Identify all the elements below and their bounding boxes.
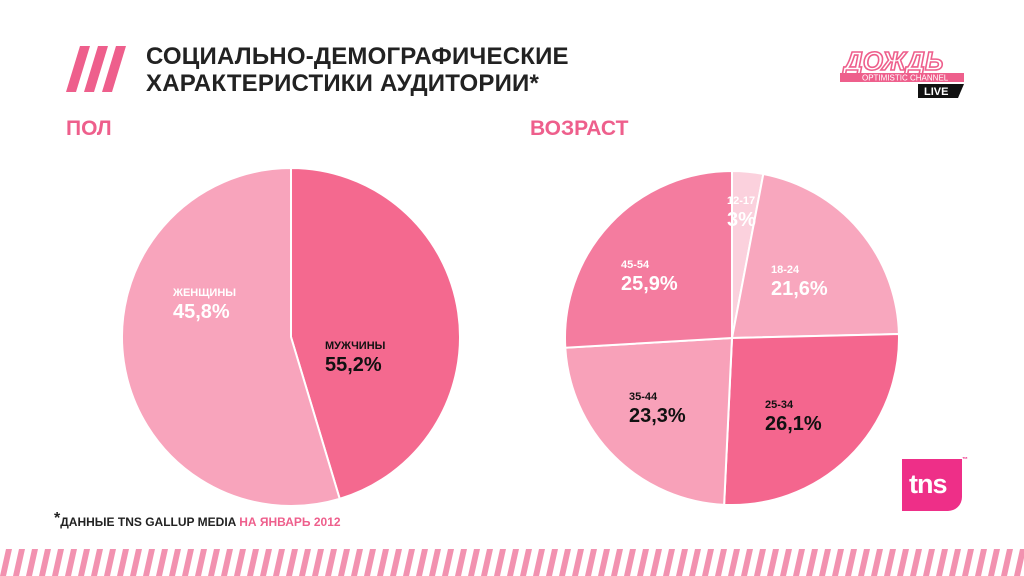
- footnote-date: НА ЯНВАРЬ 2012: [239, 515, 341, 529]
- footnote-star: *: [54, 510, 61, 527]
- gender-section-label: ПОЛ: [66, 117, 112, 140]
- logo-tagline: OPTIMISTIC CHANNEL: [862, 74, 949, 83]
- pie-1-slice-0-value: 3%: [727, 209, 756, 231]
- age-section-label: ВОЗРАСТ: [530, 117, 629, 140]
- footnote: *ДАННЫЕ TNS GALLUP MEDIA НА ЯНВАРЬ 2012: [54, 510, 341, 529]
- pie-0-slice-0: [290, 166, 461, 501]
- pie-1-slice-3-value: 23,3%: [629, 405, 686, 427]
- logo-main-text: ДОЖДЬ: [842, 46, 943, 76]
- pie-1-slice-4: [564, 169, 733, 349]
- bottom-stripe-decoration: [0, 549, 1024, 576]
- page-title-line2: ХАРАКТЕРИСТИКИ АУДИТОРИИ*: [146, 70, 540, 97]
- pie-1-slice-1-label: 18-24: [771, 264, 800, 276]
- tns-logo: tns ™: [902, 457, 968, 511]
- tns-trademark: ™: [962, 457, 968, 463]
- pie-1-slice-3: [564, 336, 734, 506]
- pie-1-slice-2-value: 26,1%: [765, 413, 822, 435]
- pie-0-slice-1-label: МУЖЧИНЫ: [325, 340, 386, 352]
- page-title: СОЦИАЛЬНО-ДЕМОГРАФИЧЕСКИЕ ХАРАКТЕРИСТИКИ…: [146, 43, 569, 97]
- pie-1-slice-2-label: 25-34: [765, 399, 794, 411]
- pie-1-slice-2: [723, 333, 900, 506]
- title-slashes-decoration: [66, 46, 126, 92]
- pie-1-slice-0-label: 12-17: [727, 195, 755, 207]
- page-title-line1: СОЦИАЛЬНО-ДЕМОГРАФИЧЕСКИЕ: [146, 43, 569, 70]
- pie-1-slice-4-value: 25,9%: [621, 273, 678, 295]
- pie-0-slice-0-value: 45,8%: [173, 301, 230, 323]
- pie-1-slice-3-label: 35-44: [629, 391, 658, 403]
- pie-0-slice-0-label: ЖЕНЩИНЫ: [172, 287, 236, 299]
- pie-1-slice-4-label: 45-54: [621, 259, 650, 271]
- pie-0-slice-1-value: 55,2%: [325, 354, 382, 376]
- logo-badge: LIVE: [924, 86, 948, 98]
- pie-1-slice-1: [730, 172, 900, 340]
- tns-logo-text: tns: [909, 469, 947, 499]
- pie-0-slice-1: [121, 166, 341, 507]
- pie-1-slice-1-value: 21,6%: [771, 278, 828, 300]
- footnote-source: ДАННЫЕ TNS GALLUP MEDIA: [60, 515, 236, 529]
- channel-logo: ДОЖДЬ OPTIMISTIC CHANNEL LIVE: [840, 45, 964, 98]
